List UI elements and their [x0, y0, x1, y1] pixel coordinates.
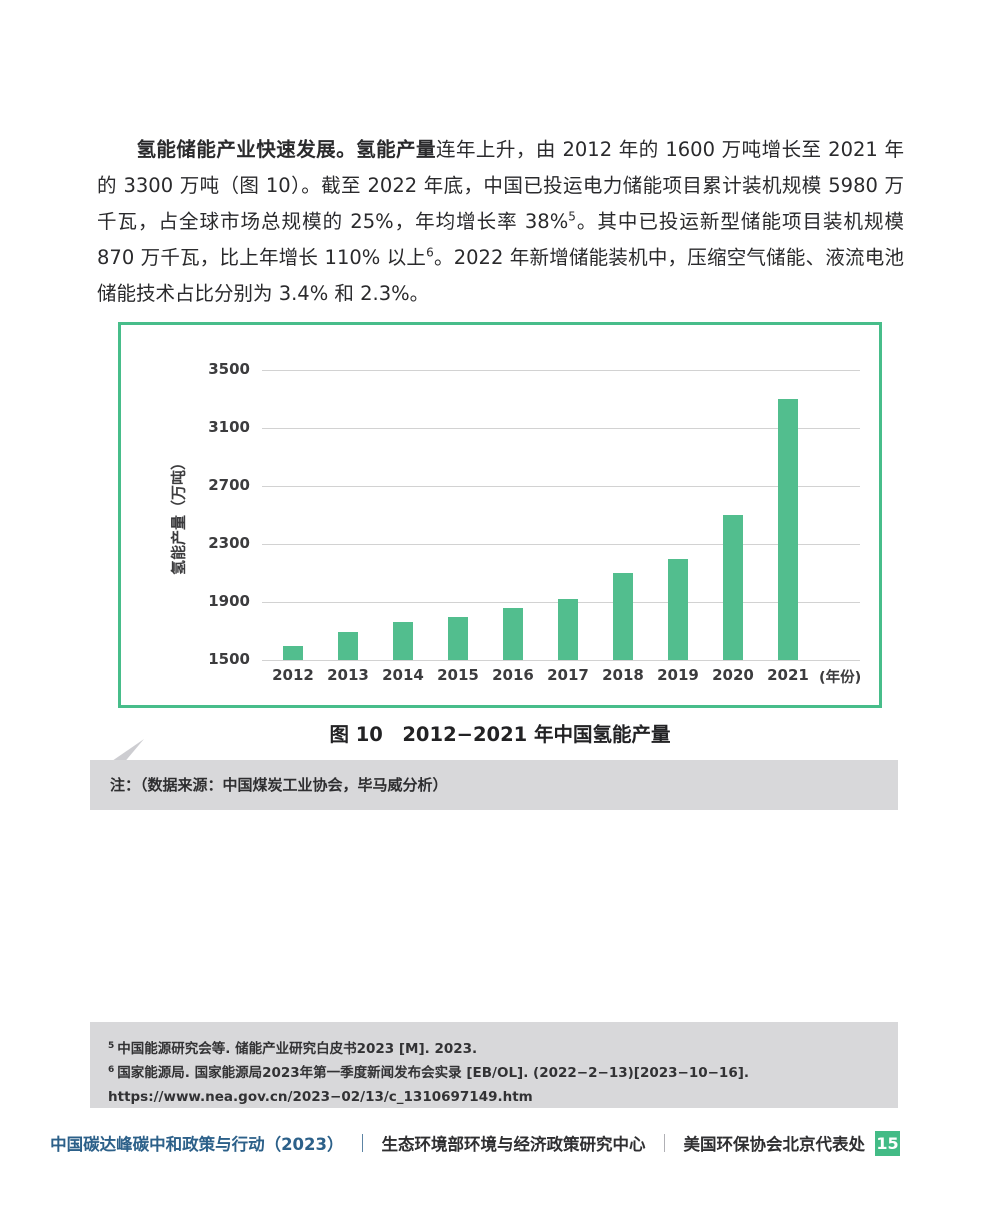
paragraph-text-3: 。2022 年新增储能装机中，压缩空气储能、液流电池储能技术占比分别为 3.4%… [97, 245, 904, 305]
gridline-3500 [262, 370, 860, 371]
footnote-ref-5: 5 [568, 209, 576, 223]
footnote-ref-6: 6 [426, 245, 434, 259]
footer-org-1: 生态环境部环境与经济政策研究中心 [381, 1135, 646, 1154]
footer-org-2: 美国环保协会北京代表处 [683, 1135, 866, 1154]
paragraph-lead-bold: 氢能储能产业快速发展。 [136, 137, 357, 161]
x-tick-2014: 2014 [382, 666, 424, 684]
bar-2021 [778, 399, 798, 660]
paragraph-text-1: 连年上升，由 2012 年的 1600 万吨增长至 2021 年的 3300 万… [97, 137, 904, 233]
x-tick-2012: 2012 [272, 666, 314, 684]
plot-area: 2012 2013 2014 2015 2016 2017 2018 2019 2020 2021… [262, 370, 861, 686]
bar-2014 [393, 622, 413, 660]
footer-report-title: 中国碳达峰碳中和政策与行动（2023） [50, 1135, 344, 1154]
bar-2018 [613, 573, 633, 660]
x-tick-2015: 2015 [437, 666, 479, 684]
bar-2016 [503, 607, 523, 660]
x-axis-unit-label: (年份) [819, 670, 862, 686]
gridline-2700 [262, 486, 860, 487]
x-tick-2019: 2019 [657, 666, 699, 684]
footnote-6: 6 国家能源局. 国家能源局2023年第一季度新闻发布会实录 [EB/OL]. (… [108, 1064, 750, 1105]
footnote-marker-6: 6 [108, 1064, 115, 1075]
bar-2020 [723, 515, 743, 660]
note-text: 注：（数据来源：中国煤炭工业协会，毕马威分析） [110, 776, 448, 794]
bar-2012 [283, 645, 303, 660]
page-footer: 中国碳达峰碳中和政策与行动（2023） ｜ 生态环境部环境与经济政策研究中心 ｜… [50, 1130, 900, 1156]
body-paragraph: 氢能储能产业快速发展。氢能产量连年上升，由 2012 年的 1600 万吨增长至… [97, 132, 904, 312]
figure-10-chart: 氢能产量（万吨） 2012 2013 2014 2015 2016 2017 2018 201… [118, 322, 882, 708]
footnote-marker-5: 5 [108, 1040, 115, 1051]
x-tick-2020: 2020 [712, 666, 754, 684]
bar-2019 [668, 558, 688, 660]
y-tick-2300: 2300 [208, 534, 250, 552]
y-tick-3100: 3100 [208, 418, 250, 436]
paragraph-subject-bold: 氢能产量 [356, 137, 436, 161]
bar-2013 [338, 632, 358, 660]
y-tick-2700: 2700 [208, 476, 250, 494]
figure-caption: 图 10 2012−2021 年中国氢能产量 [329, 723, 671, 746]
x-tick-2021: 2021 [767, 666, 809, 684]
gridline-2300 [262, 544, 860, 545]
gridline-3100 [262, 428, 860, 429]
footnote-5: 5 中国能源研究会等. 储能产业研究白皮书2023 [M]. 2023. [108, 1040, 478, 1057]
bar-2015 [448, 616, 468, 660]
y-tick-3500: 3500 [208, 360, 250, 378]
page-number-badge: 15 [875, 1130, 900, 1156]
x-tick-2018: 2018 [602, 666, 644, 684]
y-tick-1500: 1500 [208, 650, 250, 668]
bar-2017 [558, 599, 578, 660]
footnote-box: 5 中国能源研究会等. 储能产业研究白皮书2023 [M]. 2023. 6 国家能源… [90, 1022, 898, 1108]
note-box: 注：（数据来源：中国煤炭工业协会，毕马威分析） [90, 760, 898, 810]
footer-separator-1: ｜ [353, 1134, 372, 1155]
gridline-1500 [262, 660, 860, 661]
y-axis-label: 氢能产量（万吨） [169, 454, 188, 576]
paragraph-text-2: 。其中已投运新型储能项目装机规模 870 万千瓦，比上年增长 110% 以上 [97, 209, 904, 269]
footer-separator-2: ｜ [655, 1134, 674, 1155]
x-tick-2016: 2016 [492, 666, 534, 684]
x-tick-2013: 2013 [327, 666, 369, 684]
x-tick-2017: 2017 [547, 666, 589, 684]
y-tick-1900: 1900 [208, 592, 250, 610]
